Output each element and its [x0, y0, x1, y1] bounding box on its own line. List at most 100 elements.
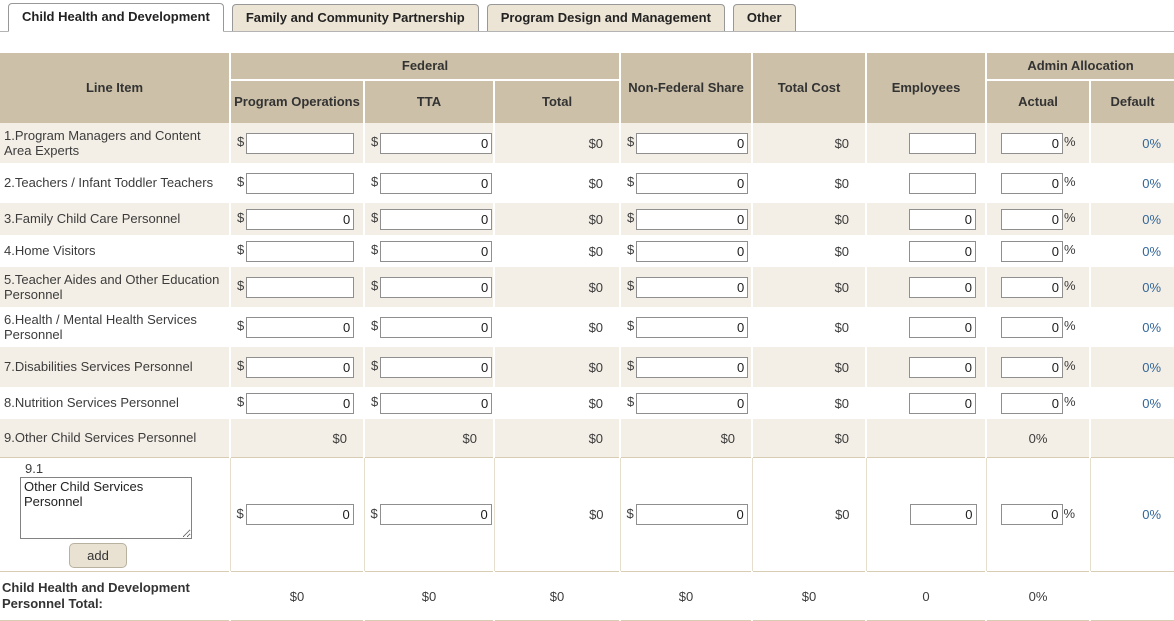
total-cost-value-4: $0: [751, 235, 867, 267]
line-item-label-3: 3.Family Child Care Personnel: [0, 203, 230, 235]
total-cost-value-3: $0: [751, 203, 867, 235]
actual-input-1[interactable]: [1001, 132, 1064, 154]
employees-input-8[interactable]: [909, 392, 977, 414]
employees-input-4[interactable]: [909, 240, 977, 262]
actual-input-5[interactable]: [1001, 276, 1064, 298]
tab-family-and-community-partnership[interactable]: Family and Community Partnership: [231, 4, 479, 31]
federal-total-value-7: $0: [492, 347, 621, 387]
tab-program-design-and-management[interactable]: Program Design and Management: [486, 4, 725, 31]
other-personnel-name-textarea[interactable]: Other Child Services Personnel: [20, 477, 192, 539]
dollar-sign: $: [627, 174, 635, 190]
tta-input-5[interactable]: [380, 276, 493, 298]
total-default-allocation: [1089, 571, 1174, 621]
percent-sign: %: [1064, 358, 1076, 374]
tta-input-8[interactable]: [380, 392, 493, 414]
tta-input-2[interactable]: [380, 172, 493, 194]
non-federal-share-input-5[interactable]: [636, 276, 749, 298]
default-allocation-value-3: 0%: [1089, 203, 1174, 235]
budget-table: Line Item Federal Non-Federal Share Tota…: [0, 53, 1174, 621]
total-employees: 0: [865, 571, 987, 621]
program-operations-input-6[interactable]: [246, 316, 355, 338]
employees-input-5[interactable]: [909, 276, 977, 298]
employees-input-9-1[interactable]: [909, 504, 977, 525]
non-federal-share-input-4[interactable]: [636, 240, 749, 262]
table-row-4: 4.Home Visitors $ $ $0 $ $0 % 0%: [0, 235, 1174, 267]
employees-cell-3: [865, 203, 987, 235]
federal-total-value-3: $0: [492, 203, 621, 235]
total-cost-value-9-1: $0: [751, 457, 867, 572]
non-federal-share-cell-5: $: [619, 267, 753, 307]
percent-sign: %: [1064, 174, 1076, 190]
dollar-sign: $: [627, 278, 635, 294]
dollar-sign: $: [371, 394, 379, 410]
tta-cell-9-1: $: [363, 457, 494, 572]
program-operations-input-4[interactable]: [246, 240, 355, 262]
tta-cell-7: $: [363, 347, 494, 387]
actual-input-2[interactable]: [1001, 172, 1064, 194]
program-operations-input-8[interactable]: [246, 392, 355, 414]
program-operations-input-3[interactable]: [246, 208, 355, 230]
employees-input-6[interactable]: [909, 316, 977, 338]
employees-cell-4: [865, 235, 987, 267]
tta-cell-4: $: [363, 235, 494, 267]
non-federal-share-input-8[interactable]: [636, 392, 749, 414]
dollar-sign: $: [236, 505, 244, 521]
employees-cell-5: [865, 267, 987, 307]
employees-cell-1: [865, 123, 987, 163]
actual-allocation-cell-1: %: [985, 123, 1091, 163]
non-federal-share-input-7[interactable]: [636, 356, 749, 378]
table-row-9: 9.Other Child Services Personnel $0 $0 $…: [0, 419, 1174, 458]
program-operations-input-5[interactable]: [246, 276, 355, 298]
federal-total-value-4: $0: [492, 235, 621, 267]
dollar-sign: $: [371, 358, 379, 374]
table-row-7: 7.Disabilities Services Personnel $ $ $0…: [0, 347, 1174, 387]
employees-input-2[interactable]: [909, 172, 977, 194]
actual-allocation-cell-7: %: [985, 347, 1091, 387]
program-operations-input-9-1[interactable]: [245, 504, 354, 525]
non-federal-share-input-6[interactable]: [636, 316, 749, 338]
tta-input-7[interactable]: [380, 356, 493, 378]
employees-input-3[interactable]: [909, 208, 977, 230]
total-federal-total: $0: [492, 571, 621, 621]
non-federal-share-cell-6: $: [619, 307, 753, 347]
tta-input-4[interactable]: [380, 240, 493, 262]
tta-input-6[interactable]: [380, 316, 493, 338]
non-federal-share-cell-8: $: [619, 387, 753, 419]
actual-input-9-1[interactable]: [1000, 504, 1063, 525]
total-cost-value-6: $0: [751, 307, 867, 347]
tta-input-1[interactable]: [380, 132, 493, 154]
actual-input-4[interactable]: [1001, 240, 1064, 262]
employees-input-7[interactable]: [909, 356, 977, 378]
non-federal-share-input-2[interactable]: [636, 172, 749, 194]
add-button[interactable]: add: [69, 543, 127, 568]
employees-cell-2: [865, 163, 987, 203]
employees-input-1[interactable]: [909, 132, 977, 154]
tta-input-9-1[interactable]: [379, 504, 492, 525]
non-federal-share-input-3[interactable]: [636, 208, 749, 230]
percent-sign: %: [1064, 394, 1076, 410]
program-operations-input-2[interactable]: [246, 172, 355, 194]
default-allocation-value-5: 0%: [1089, 267, 1174, 307]
actual-input-6[interactable]: [1001, 316, 1064, 338]
tab-child-health-and-development[interactable]: Child Health and Development: [8, 3, 224, 32]
actual-input-7[interactable]: [1001, 356, 1064, 378]
program-operations-input-7[interactable]: [246, 356, 355, 378]
default-allocation-value-2: 0%: [1089, 163, 1174, 203]
program-operations-input-1[interactable]: [246, 132, 355, 154]
non-federal-share-input-1[interactable]: [636, 132, 749, 154]
program-operations-cell-3: $: [229, 203, 364, 235]
dollar-sign: $: [370, 505, 378, 521]
col-header-federal-total: Total: [492, 79, 621, 123]
tab-other[interactable]: Other: [732, 4, 796, 31]
non-federal-share-input-9-1[interactable]: [635, 504, 748, 525]
actual-input-8[interactable]: [1001, 392, 1064, 414]
default-allocation-value-9: [1089, 419, 1174, 458]
federal-total-value-5: $0: [492, 267, 621, 307]
actual-input-3[interactable]: [1001, 208, 1064, 230]
col-header-non-federal-share: Non-Federal Share: [619, 53, 753, 123]
federal-total-value-8: $0: [492, 387, 621, 419]
col-header-total-cost: Total Cost: [751, 53, 867, 123]
dollar-sign: $: [237, 174, 245, 190]
federal-total-value-9-1: $0: [493, 457, 621, 572]
tta-input-3[interactable]: [380, 208, 493, 230]
